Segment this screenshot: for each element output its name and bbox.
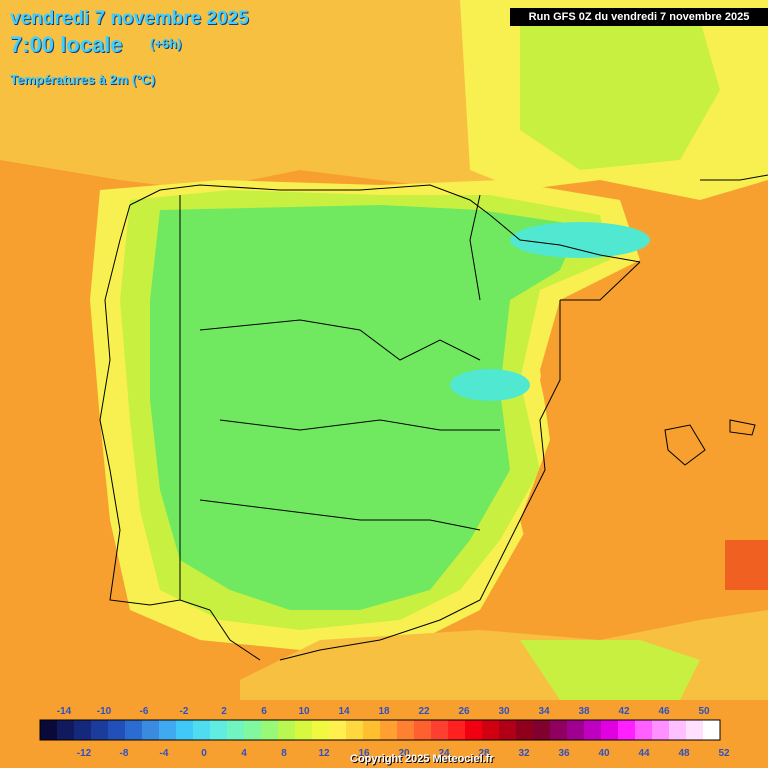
legend-swatch <box>261 720 279 740</box>
run-info: Run GFS 0Z du vendredi 7 novembre 2025 <box>510 8 768 26</box>
legend-tick-label: 20 <box>398 748 410 759</box>
legend-tick-label: -12 <box>77 748 92 759</box>
legend-swatch <box>601 720 619 740</box>
copyright-text: Copyright 2025 Meteociel.fr <box>350 753 494 765</box>
legend-swatch <box>295 720 313 740</box>
legend-tick-label: 18 <box>378 706 390 717</box>
legend-tick-label: 36 <box>558 748 570 759</box>
legend-tick-label: 44 <box>638 748 650 759</box>
legend-swatch <box>431 720 449 740</box>
legend-swatch <box>108 720 126 740</box>
legend-tick-label: 16 <box>358 748 370 759</box>
legend-tick-label: -10 <box>97 706 112 717</box>
legend-tick-label: 34 <box>538 706 550 717</box>
legend-swatch <box>618 720 636 740</box>
legend-tick-label: 48 <box>678 748 690 759</box>
legend-swatch <box>74 720 92 740</box>
legend-tick-label: 10 <box>298 706 310 717</box>
legend-swatch <box>227 720 245 740</box>
legend-tick-label: -6 <box>140 706 149 717</box>
legend-swatch <box>380 720 398 740</box>
legend-swatch <box>414 720 432 740</box>
legend-tick-label: 40 <box>598 748 610 759</box>
legend-tick-label: 42 <box>618 706 630 717</box>
legend-swatch <box>652 720 670 740</box>
legend-tick-label: -14 <box>57 706 72 717</box>
legend-swatch <box>397 720 415 740</box>
legend-tick-label: 28 <box>478 748 490 759</box>
legend-tick-label: 0 <box>201 748 207 759</box>
legend-tick-label: 46 <box>658 706 670 717</box>
legend-swatch <box>669 720 687 740</box>
legend-tick-label: 4 <box>241 748 247 759</box>
legend-swatch <box>142 720 160 740</box>
legend-swatch <box>91 720 109 740</box>
legend-tick-label: -2 <box>180 706 189 717</box>
legend-swatch <box>363 720 381 740</box>
legend-tick-label: 30 <box>498 706 510 717</box>
legend-swatch <box>516 720 534 740</box>
legend-swatch <box>703 720 721 740</box>
forecast-date: vendredi 7 novembre 2025 <box>10 8 249 29</box>
legend-color-bar <box>39 719 721 741</box>
legend-swatch <box>329 720 347 740</box>
legend-border <box>39 719 721 741</box>
legend-tick-label: -8 <box>120 748 129 759</box>
forecast-time: 7:00 locale <box>10 32 123 57</box>
legend-tick-label: 2 <box>221 706 227 717</box>
legend-bottom-labels: -12 -8 -4 0 4 8 12 16 20 24 28 32 36 40 44 48 52 <box>77 748 730 759</box>
legend-swatch <box>346 720 364 740</box>
legend-tick-label: -4 <box>160 748 169 759</box>
legend-swatch <box>193 720 211 740</box>
variable-label: Températures à 2m (°C) <box>10 72 156 87</box>
forecast-offset: (+6h) <box>150 36 182 51</box>
legend-tick-label: 12 <box>318 748 330 759</box>
legend-swatch <box>533 720 551 740</box>
legend-swatch <box>244 720 262 740</box>
legend-tick-label: 24 <box>438 748 450 759</box>
legend-swatch <box>448 720 466 740</box>
legend-swatch <box>567 720 585 740</box>
legend-swatch <box>312 720 330 740</box>
legend-tick-label: 52 <box>718 748 730 759</box>
legend-swatch <box>465 720 483 740</box>
legend-swatch <box>176 720 194 740</box>
legend-tick-label: 38 <box>578 706 590 717</box>
legend-tick-label: 26 <box>458 706 470 717</box>
legend-swatch <box>159 720 177 740</box>
legend-tick-label: 32 <box>518 748 530 759</box>
legend-swatch <box>584 720 602 740</box>
legend-swatch <box>278 720 296 740</box>
legend-swatch <box>499 720 517 740</box>
legend-swatch <box>125 720 143 740</box>
legend-swatch <box>210 720 228 740</box>
legend-tick-label: 50 <box>698 706 710 717</box>
legend-top-labels: -14 -10 -6 -2 2 6 10 14 18 22 26 30 34 38 42 46 50 <box>57 706 710 717</box>
legend-swatch <box>550 720 568 740</box>
color-scale-legend: -14 -10 -6 -2 2 6 10 14 18 22 26 30 34 38 42 46 50 -12 -8… <box>39 706 730 759</box>
legend-tick-label: 14 <box>338 706 350 717</box>
legend-swatch <box>40 720 58 740</box>
legend-swatch <box>686 720 704 740</box>
legend-tick-label: 8 <box>281 748 287 759</box>
legend-swatch <box>482 720 500 740</box>
legend-tick-label: 6 <box>261 706 267 717</box>
legend-swatch <box>635 720 653 740</box>
legend-tick-label: 22 <box>418 706 430 717</box>
legend-swatch <box>57 720 75 740</box>
